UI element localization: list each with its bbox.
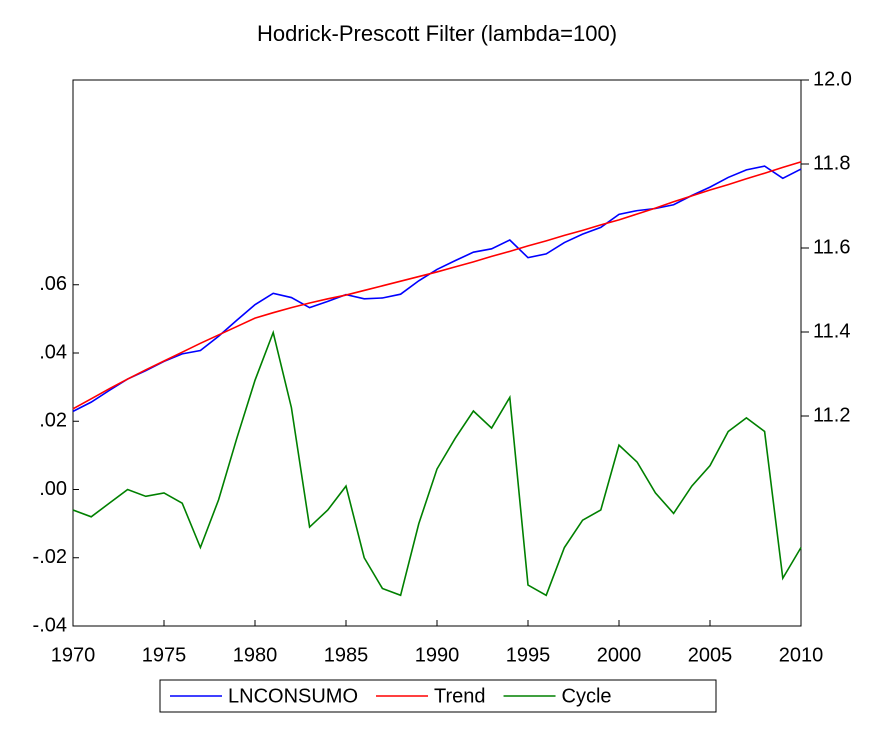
x-tick-label: 2005 bbox=[688, 644, 733, 666]
y2-tick-label: 11.4 bbox=[813, 320, 850, 342]
x-tick-label: 1975 bbox=[142, 644, 187, 666]
series-line bbox=[72, 161, 802, 410]
y-tick-label: -.02 bbox=[33, 546, 67, 568]
x-tick-label: 2000 bbox=[597, 644, 642, 666]
x-tick-label: 1980 bbox=[233, 644, 278, 666]
series-line bbox=[72, 329, 802, 597]
y2-tick-label: 11.6 bbox=[813, 236, 850, 258]
y-tick-label: -.04 bbox=[33, 614, 67, 636]
y-tick-label: .04 bbox=[39, 341, 67, 363]
series-line bbox=[72, 165, 802, 413]
y-tick-label: .00 bbox=[39, 478, 67, 500]
x-tick-label: 1970 bbox=[51, 644, 96, 666]
x-tick-label: 2010 bbox=[779, 644, 824, 666]
y2-tick-label: 12.0 bbox=[813, 68, 852, 90]
legend-label: Cycle bbox=[562, 685, 612, 707]
chart-title: Hodrick-Prescott Filter (lambda=100) bbox=[257, 21, 617, 46]
x-tick-label: 1995 bbox=[506, 644, 551, 666]
legend-label: LNCONSUMO bbox=[228, 685, 358, 707]
y-tick-label: .02 bbox=[39, 410, 67, 432]
legend-box bbox=[159, 679, 717, 713]
y2-tick-label: 11.2 bbox=[813, 404, 850, 426]
x-tick-label: 1990 bbox=[415, 644, 460, 666]
y-tick-label: .06 bbox=[39, 273, 67, 295]
y2-tick-label: 11.8 bbox=[813, 152, 850, 174]
x-tick-label: 1985 bbox=[324, 644, 369, 666]
legend-label: Trend bbox=[434, 685, 486, 707]
